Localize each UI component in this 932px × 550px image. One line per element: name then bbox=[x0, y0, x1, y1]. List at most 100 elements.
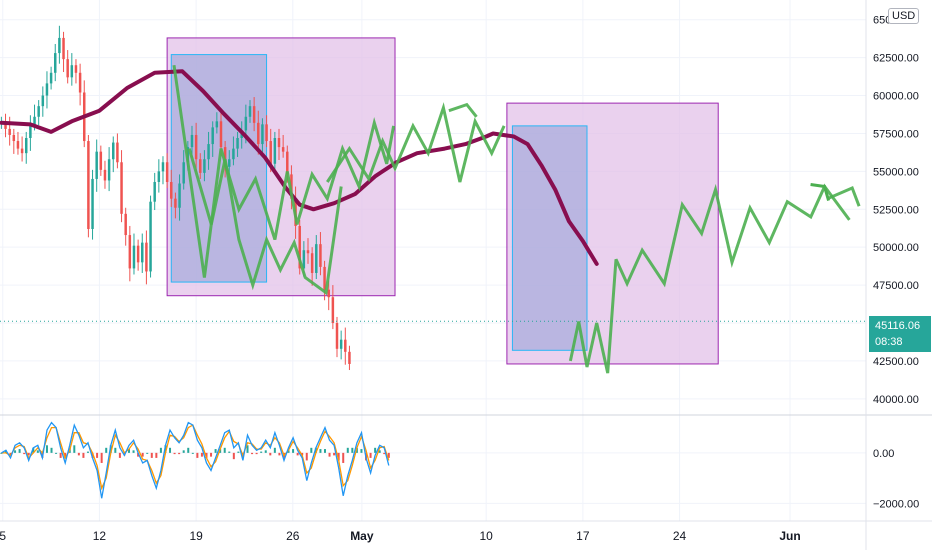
histogram-bar bbox=[296, 452, 299, 456]
histogram-bar bbox=[287, 450, 290, 453]
histogram-bar bbox=[187, 447, 190, 453]
histogram-bar bbox=[18, 449, 21, 453]
histogram-bar bbox=[360, 449, 363, 453]
histogram-bar bbox=[182, 450, 185, 453]
histogram-bar bbox=[251, 452, 254, 455]
candle-body bbox=[45, 83, 49, 96]
candle-body bbox=[161, 162, 165, 172]
candles bbox=[0, 25, 351, 371]
candle-body bbox=[141, 242, 144, 263]
candle-body bbox=[74, 65, 78, 73]
candle-body bbox=[182, 162, 185, 184]
candle-body bbox=[145, 242, 148, 272]
time-tick-label: 26 bbox=[286, 529, 300, 543]
price-tick-label: 57500.00 bbox=[873, 128, 919, 140]
histogram-bar bbox=[273, 447, 276, 453]
histogram-bar bbox=[159, 447, 162, 453]
candle-body bbox=[298, 225, 301, 269]
price-tick-label: 62500.00 bbox=[873, 53, 919, 65]
histogram-bar bbox=[323, 449, 326, 453]
current-price-value: 45116.06 bbox=[875, 320, 921, 332]
projection-zigzag bbox=[187, 148, 343, 296]
histogram-bar bbox=[128, 449, 131, 453]
candle-body bbox=[306, 250, 310, 254]
candle-body bbox=[49, 72, 53, 84]
histogram-bar bbox=[64, 452, 67, 458]
histogram-bar bbox=[351, 447, 354, 453]
candle-body bbox=[286, 151, 289, 175]
histogram-bar bbox=[82, 452, 85, 458]
candle-body bbox=[4, 122, 7, 129]
candle-body bbox=[178, 183, 181, 208]
candle-body bbox=[112, 142, 115, 160]
histogram-bar bbox=[23, 452, 26, 455]
candle-body bbox=[257, 122, 260, 145]
candle-body bbox=[62, 37, 65, 60]
candle-body bbox=[33, 116, 36, 125]
price-tick-label: 40000.00 bbox=[873, 394, 919, 406]
histogram-bar bbox=[27, 452, 30, 456]
oscillator-tick-label: 0.00 bbox=[873, 448, 894, 460]
histogram-bar bbox=[369, 452, 372, 458]
candle-body bbox=[157, 171, 161, 182]
candle-body bbox=[339, 339, 343, 349]
candle-body bbox=[281, 147, 285, 152]
current-price-tag: 45116.06 08:38 bbox=[869, 316, 931, 352]
candle-body bbox=[8, 128, 11, 135]
candle-body bbox=[190, 134, 194, 148]
candle-body bbox=[132, 245, 136, 269]
histogram-bar bbox=[232, 452, 235, 460]
histogram-bar bbox=[86, 451, 89, 453]
candle-body bbox=[223, 147, 227, 167]
candle-body bbox=[244, 116, 248, 131]
histogram-bar bbox=[387, 452, 390, 458]
histogram-bar bbox=[378, 450, 381, 453]
projection-zigzag bbox=[826, 186, 861, 207]
drop-box bbox=[511, 125, 588, 351]
histogram-bar bbox=[310, 447, 313, 453]
histogram-bar bbox=[314, 447, 317, 453]
histogram-bar bbox=[137, 452, 140, 457]
candle-body bbox=[315, 244, 318, 273]
histogram-bar bbox=[96, 452, 99, 458]
candle-body bbox=[24, 138, 28, 154]
histogram-bar bbox=[0, 452, 3, 454]
candle-body bbox=[327, 289, 330, 298]
candle-body bbox=[116, 142, 119, 163]
candle-body bbox=[124, 213, 127, 236]
oscillator-macd-line bbox=[1, 421, 390, 499]
candle-body bbox=[107, 159, 111, 181]
candle-body bbox=[87, 141, 90, 229]
histogram-bar bbox=[269, 452, 272, 456]
candle-body bbox=[219, 121, 223, 148]
candle-body bbox=[66, 59, 69, 78]
candle-body bbox=[232, 148, 235, 160]
histogram-bar bbox=[191, 452, 194, 454]
currency-selector[interactable]: USD bbox=[888, 8, 920, 24]
histogram-bar bbox=[32, 447, 35, 453]
candle-body bbox=[37, 106, 40, 117]
histogram-bar bbox=[333, 452, 336, 456]
price-tick-label: 50000.00 bbox=[873, 242, 919, 254]
histogram-bar bbox=[264, 450, 267, 453]
time-tick-label: 10 bbox=[479, 529, 493, 543]
histogram-bar bbox=[77, 452, 80, 456]
histogram-bar bbox=[9, 452, 12, 456]
histogram-bar bbox=[342, 452, 345, 463]
histogram-bar bbox=[260, 451, 263, 453]
histogram-bar bbox=[292, 449, 295, 453]
candle-body bbox=[323, 266, 326, 290]
histogram-bar bbox=[73, 445, 76, 453]
histogram-bar bbox=[132, 450, 135, 453]
candle-body bbox=[58, 37, 61, 54]
candle-body bbox=[319, 244, 322, 267]
histogram-bar bbox=[374, 447, 377, 453]
candle-body bbox=[153, 181, 156, 202]
candle-body bbox=[236, 138, 239, 149]
candle-countdown: 08:38 bbox=[875, 336, 903, 348]
histogram-bar bbox=[178, 452, 181, 455]
candle-body bbox=[331, 297, 335, 324]
candle-body bbox=[215, 121, 219, 128]
histogram-bar bbox=[337, 452, 340, 461]
